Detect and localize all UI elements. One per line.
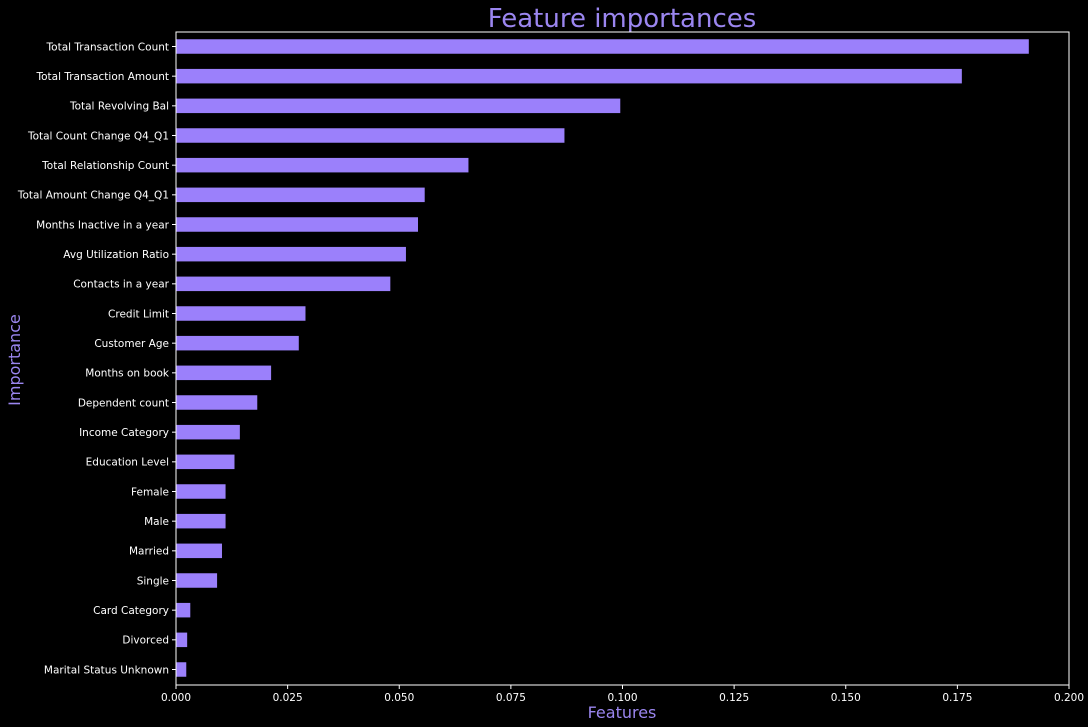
bar (176, 217, 419, 232)
x-tick-label: 0.050 (384, 692, 414, 704)
bar (176, 306, 306, 321)
y-tick-label: Total Count Change Q4_Q1 (27, 130, 169, 142)
x-tick-label: 0.075 (496, 692, 526, 704)
bar (176, 484, 226, 499)
bar (176, 513, 226, 529)
y-tick-label: Credit Limit (108, 308, 169, 320)
y-tick-label: Female (131, 486, 169, 498)
y-tick-label: Married (129, 546, 169, 558)
axes-frame (175, 31, 1070, 686)
bar (176, 395, 258, 410)
y-tick-label: Total Transaction Amount (35, 71, 169, 83)
x-tick-label: 0.025 (273, 692, 303, 704)
y-tick-label: Total Amount Change Q4_Q1 (17, 190, 169, 202)
y-tick-label: Single (137, 575, 169, 587)
y-tick-label: Marital Status Unknown (44, 664, 169, 676)
x-tick-label: 0.175 (942, 692, 972, 704)
y-tick-label: Total Transaction Count (46, 41, 169, 53)
bar (176, 573, 218, 588)
y-tick-label: Income Category (79, 427, 169, 439)
y-tick-label: Divorced (122, 635, 169, 647)
y-tick-label: Male (144, 516, 169, 528)
bar (176, 424, 240, 440)
y-tick-label: Months on book (85, 368, 170, 380)
bar (176, 128, 565, 143)
bar (176, 157, 469, 173)
y-tick-label: Total Revolving Bal (69, 101, 169, 113)
plot-area: Total Transaction Count Total Transaction… (17, 31, 1084, 704)
bar (176, 662, 187, 677)
y-tick-label: Dependent count (78, 397, 169, 409)
bar (176, 365, 272, 381)
bar (176, 39, 1029, 54)
chart-title: Feature importances (488, 4, 757, 34)
bar (176, 543, 222, 559)
bar (176, 276, 391, 292)
x-tick-label: 0.150 (831, 692, 861, 704)
x-tick-label: 0.200 (1054, 692, 1084, 704)
bar (176, 68, 962, 84)
bar (176, 454, 235, 470)
x-tick-label: 0.000 (161, 692, 191, 704)
bar (176, 335, 299, 351)
y-tick-label: Contacts in a year (73, 279, 169, 291)
y-tick-label: Months Inactive in a year (36, 219, 170, 231)
bar (176, 246, 406, 262)
x-tick-label: 0.100 (607, 692, 637, 704)
bar (176, 602, 191, 618)
y-tick-label: Avg Utilization Ratio (63, 249, 169, 261)
bar (176, 187, 425, 203)
y-tick-label: Customer Age (94, 338, 169, 350)
bar (176, 98, 621, 114)
y-axis-label: Importance (5, 314, 24, 406)
y-tick-label: Total Relationship Count (41, 160, 169, 172)
y-tick-label: Card Category (93, 605, 169, 617)
y-tick-label: Education Level (86, 457, 169, 469)
bar (176, 632, 188, 648)
x-axis-label: Features (588, 703, 657, 722)
x-tick-label: 0.125 (719, 692, 749, 704)
